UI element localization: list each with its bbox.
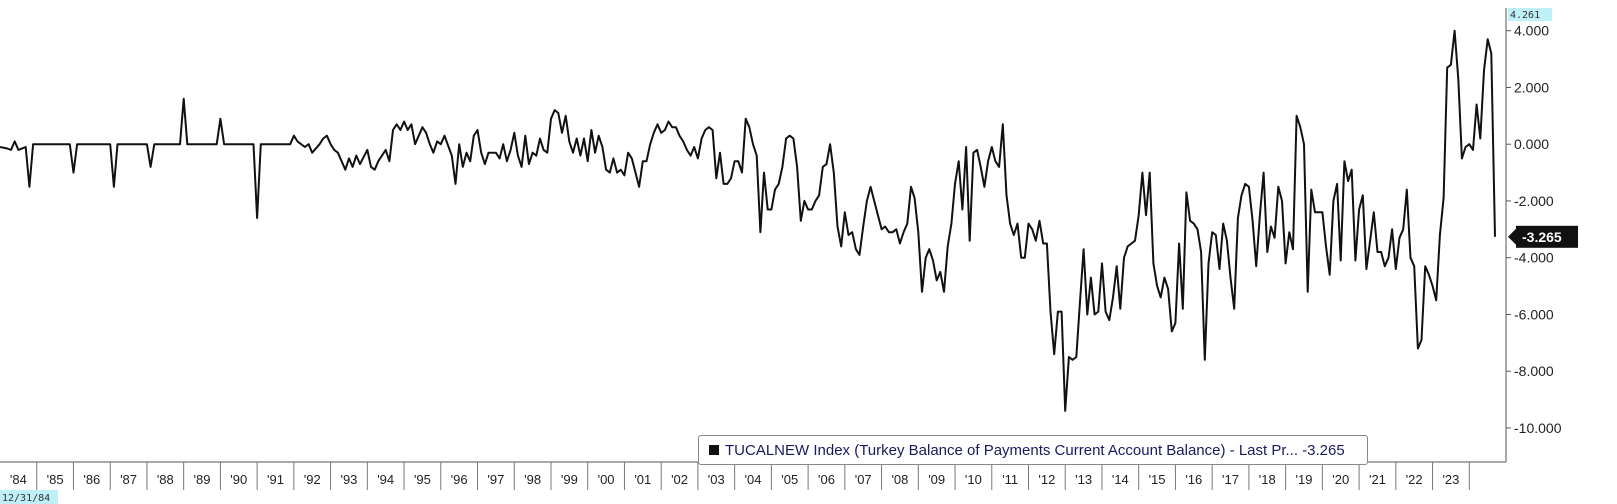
x-tick-label: '97 <box>487 472 504 487</box>
y-tick-label: 0.000 <box>1514 136 1549 152</box>
x-tick-label: '87 <box>120 472 137 487</box>
y-tick-label: 2.000 <box>1514 79 1549 95</box>
x-tick-label: '06 <box>818 472 835 487</box>
x-tick-label: '20 <box>1332 472 1349 487</box>
last-value-marker: -3.265 <box>1508 225 1578 248</box>
x-tick-label: '84 <box>10 472 27 487</box>
x-tick-label: '99 <box>561 472 578 487</box>
x-tick-label: '01 <box>634 472 651 487</box>
x-tick-label: '02 <box>671 472 688 487</box>
x-tick-label: '08 <box>891 472 908 487</box>
x-tick-label: '12 <box>1038 472 1055 487</box>
x-tick-label: '86 <box>83 472 100 487</box>
x-tick-label: '98 <box>524 472 541 487</box>
x-tick-label: '13 <box>1075 472 1092 487</box>
y-tick-label: 4.000 <box>1514 23 1549 39</box>
legend-swatch <box>709 445 719 455</box>
x-tick-label: '11 <box>1002 472 1018 487</box>
x-tick-label: '94 <box>377 472 394 487</box>
x-axis: '84 '85 '86 '87 '88 '89 '90 '91 '92 '93 '94 '95 '96 '… <box>10 462 1470 490</box>
x-tick-label: '03 <box>708 472 725 487</box>
y-tick-label: -2.000 <box>1514 193 1554 209</box>
x-tick-label: '89 <box>194 472 211 487</box>
max-value-tag-bg <box>1508 8 1552 21</box>
x-tick-label: '00 <box>598 472 615 487</box>
x-tick-label: '15 <box>1149 472 1166 487</box>
y-tick-label: -6.000 <box>1514 306 1554 322</box>
plot-area <box>0 29 1496 412</box>
x-tick-label: '14 <box>1112 472 1129 487</box>
series-line <box>0 29 1496 412</box>
x-tick-label: '10 <box>965 472 982 487</box>
x-tick-label: '93 <box>340 472 357 487</box>
last-value-label: -3.265 <box>1522 229 1562 245</box>
x-tick-label: '07 <box>855 472 872 487</box>
x-tick-label: '95 <box>414 472 431 487</box>
x-tick-label: '21 <box>1369 472 1386 487</box>
x-tick-label: '04 <box>745 472 762 487</box>
legend: TUCALNEW Index (Turkey Balance of Paymen… <box>698 435 1368 465</box>
x-tick-label: '92 <box>304 472 321 487</box>
x-tick-label: '91 <box>267 472 284 487</box>
x-tick-label: '17 <box>1222 472 1239 487</box>
y-tick-label: -4.000 <box>1514 250 1554 266</box>
x-tick-label: '19 <box>1296 472 1313 487</box>
x-tick-label: '90 <box>230 472 247 487</box>
x-tick-label: '16 <box>1185 472 1202 487</box>
x-tick-label: '85 <box>47 472 64 487</box>
x-tick-label: '88 <box>157 472 174 487</box>
start-date-tag-bg <box>0 490 58 504</box>
y-tick-label: -10.000 <box>1514 420 1562 436</box>
x-tick-label: '23 <box>1442 472 1459 487</box>
last-value-pointer <box>1508 228 1516 245</box>
legend-label: TUCALNEW Index (Turkey Balance of Paymen… <box>725 441 1345 459</box>
max-value-tag: 4.261 <box>1510 10 1540 21</box>
x-tick-label: '22 <box>1406 472 1423 487</box>
x-tick-label: '05 <box>781 472 798 487</box>
x-tick-label: '18 <box>1259 472 1276 487</box>
last-value-box <box>1516 225 1578 248</box>
y-tick-label: -8.000 <box>1514 363 1554 379</box>
x-tick-label: '96 <box>451 472 468 487</box>
y-axis: 4.000 2.000 0.000 -2.000 -4.000 -6.000 -8.000 -… <box>1506 23 1562 436</box>
x-tick-label: '09 <box>928 472 945 487</box>
start-date-tag: 12/31/84 <box>2 493 50 504</box>
